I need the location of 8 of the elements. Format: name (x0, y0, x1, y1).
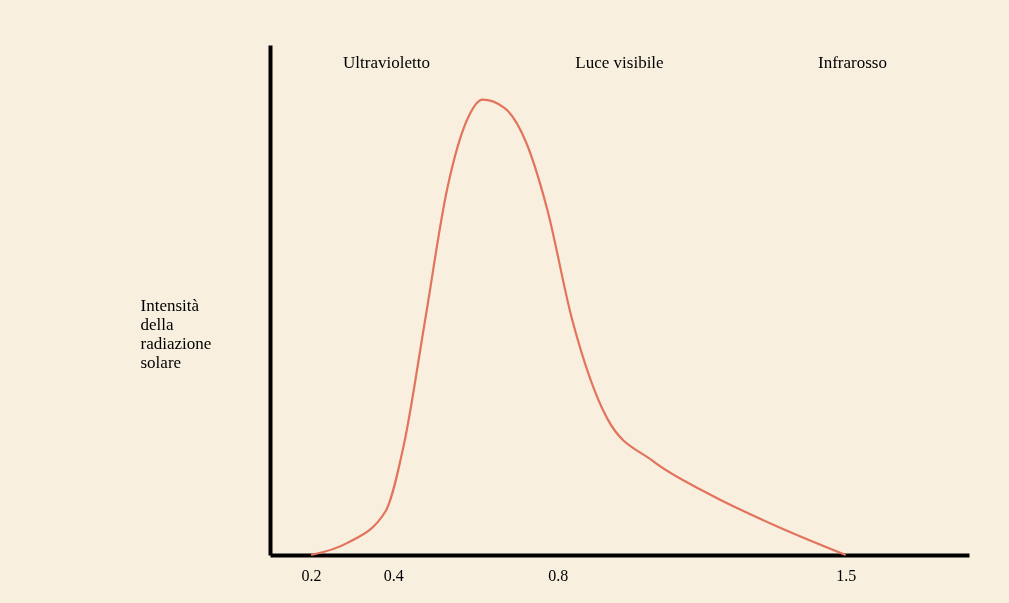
text: Ultravioletto (343, 53, 430, 72)
text: Luce visibile (575, 53, 664, 72)
x-tick-label: 0.2 (301, 566, 322, 584)
text: Infrarosso (818, 53, 887, 72)
x-tick-label: 1.5 (836, 566, 857, 584)
x-tick-label: 0.4 (383, 566, 404, 584)
x-tick-label: 0.8 (548, 566, 569, 584)
y-axis-title: Intensità della radiazione solare (140, 295, 212, 372)
